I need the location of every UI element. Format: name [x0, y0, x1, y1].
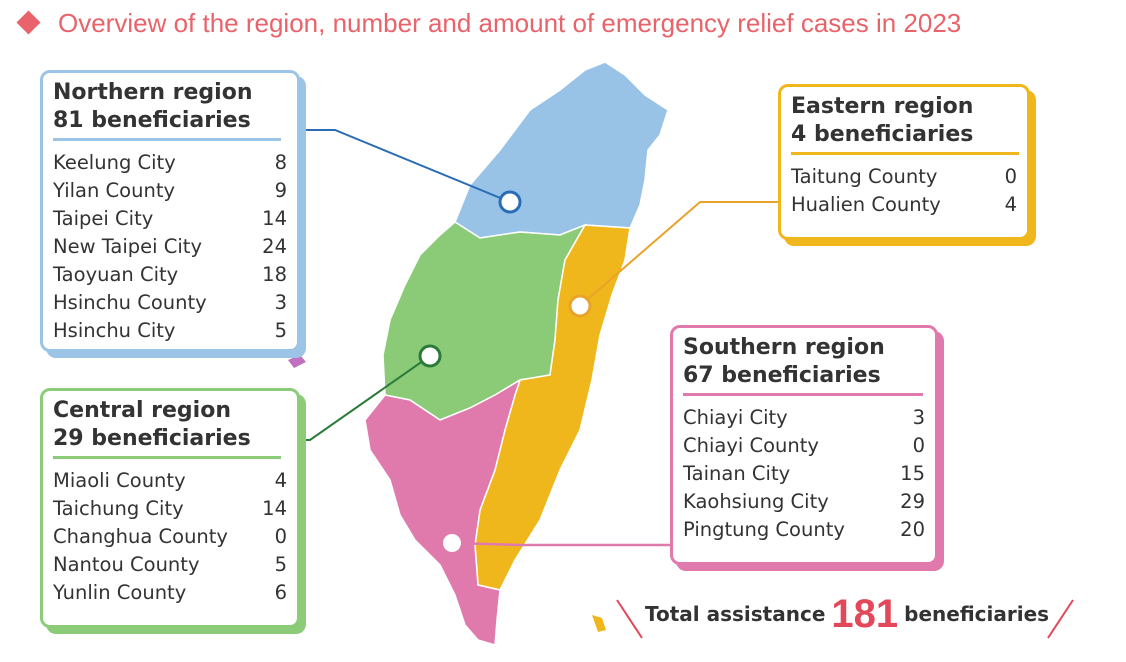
item-value: 6: [274, 581, 287, 604]
item-value: 5: [274, 319, 287, 342]
item-row: Taichung City 14: [53, 495, 287, 523]
item-value: 14: [262, 207, 287, 230]
item-row: Chiayi City 3: [683, 404, 925, 432]
total: Total assistance 181 beneficiaries: [645, 592, 1049, 637]
rule: [53, 138, 281, 141]
item-name: Kaohsiung City: [683, 490, 829, 513]
item-value: 14: [262, 497, 287, 520]
item-value: 29: [900, 490, 925, 513]
item-row: Chiayi County 0: [683, 432, 925, 460]
item-value: 4: [1004, 193, 1017, 216]
total-unit: beneficiaries: [904, 602, 1050, 626]
north-dot: [498, 190, 522, 214]
region-name: Central region: [53, 398, 231, 423]
item-row: Taoyuan City 18: [53, 261, 287, 289]
item-value: 9: [274, 179, 287, 202]
south-connector: [451, 541, 670, 547]
item-name: Nantou County: [53, 553, 200, 576]
item-value: 18: [262, 263, 287, 286]
item-row: Hualien County 4: [791, 191, 1017, 219]
item-row: Hsinchu City 5: [53, 317, 287, 345]
total-label: Total assistance: [645, 602, 826, 626]
item-name: Hsinchu City: [53, 319, 176, 342]
rule: [683, 393, 923, 396]
region-name: Eastern region: [791, 94, 974, 119]
north-area: [454, 61, 669, 239]
item-row: Kaohsiung City 29: [683, 488, 925, 516]
east-dot: [568, 294, 592, 318]
item-row: Yilan County 9: [53, 177, 287, 205]
item-row: Taipei City 14: [53, 205, 287, 233]
item-row: Taitung County 0: [791, 163, 1017, 191]
region-box: Southern region 67 beneficiaries Chiayi Ci…: [670, 325, 938, 565]
item-row: Pingtung County 20: [683, 516, 925, 544]
south-dot: [443, 534, 461, 552]
east-connector: [579, 201, 778, 307]
item-name: Chiayi City: [683, 406, 788, 429]
region-total: 67 beneficiaries: [683, 363, 881, 388]
item-value: 0: [912, 434, 925, 457]
item-name: Taichung City: [53, 497, 184, 520]
rule: [791, 152, 1019, 155]
item-value: 3: [274, 291, 287, 314]
rule: [53, 456, 281, 459]
region-box: Northern region 81 beneficiaries Keelung C…: [40, 70, 300, 352]
item-row: Hsinchu County 3: [53, 289, 287, 317]
total-deco: [616, 599, 643, 639]
item-value: 20: [900, 518, 925, 541]
item-name: Yunlin County: [53, 581, 187, 604]
item-value: 0: [274, 525, 287, 548]
central-dot: [418, 344, 442, 368]
item-name: Pingtung County: [683, 518, 845, 541]
item-value: 3: [912, 406, 925, 429]
item-name: Changhua County: [53, 525, 228, 548]
item-row: Keelung City 8: [53, 149, 287, 177]
region-total: 4 beneficiaries: [791, 122, 974, 147]
item-name: Taipei City: [53, 207, 154, 230]
region-name: Northern region: [53, 80, 253, 105]
island: [592, 615, 606, 632]
north-connector: [300, 129, 511, 203]
item-row: Nantou County 5: [53, 551, 287, 579]
region-total: 81 beneficiaries: [53, 108, 251, 133]
item-name: Chiayi County: [683, 434, 819, 457]
item-value: 24: [262, 235, 287, 258]
island: [288, 355, 306, 368]
item-name: Miaoli County: [53, 469, 186, 492]
item-row: Miaoli County 4: [53, 467, 287, 495]
item-row: Yunlin County 6: [53, 579, 287, 607]
item-name: Taitung County: [791, 165, 938, 188]
item-value: 8: [274, 151, 287, 174]
item-name: Hsinchu County: [53, 291, 207, 314]
item-name: Taoyuan City: [53, 263, 179, 286]
item-value: 4: [274, 469, 287, 492]
region-box: Eastern region 4 beneficiaries Taitung Cou…: [778, 84, 1030, 240]
item-value: 5: [274, 553, 287, 576]
item-value: 15: [900, 462, 925, 485]
total-value: 181: [831, 592, 899, 636]
south-area: [364, 378, 522, 646]
item-row: New Taipei City 24: [53, 233, 287, 261]
total-deco: [1047, 599, 1074, 639]
item-value: 0: [1004, 165, 1017, 188]
region-name: Southern region: [683, 335, 885, 360]
item-name: Yilan County: [53, 179, 176, 202]
item-name: Hualien County: [791, 193, 941, 216]
region-box: Central region 29 beneficiaries Miaoli Cou…: [40, 388, 300, 628]
item-name: Keelung City: [53, 151, 176, 174]
region-total: 29 beneficiaries: [53, 426, 251, 451]
item-name: New Taipei City: [53, 235, 202, 258]
item-row: Changhua County 0: [53, 523, 287, 551]
title: Overview of the region, number and amoun…: [58, 8, 962, 38]
item-row: Tainan City 15: [683, 460, 925, 488]
item-name: Tainan City: [683, 462, 791, 485]
central-connector: [300, 355, 431, 441]
